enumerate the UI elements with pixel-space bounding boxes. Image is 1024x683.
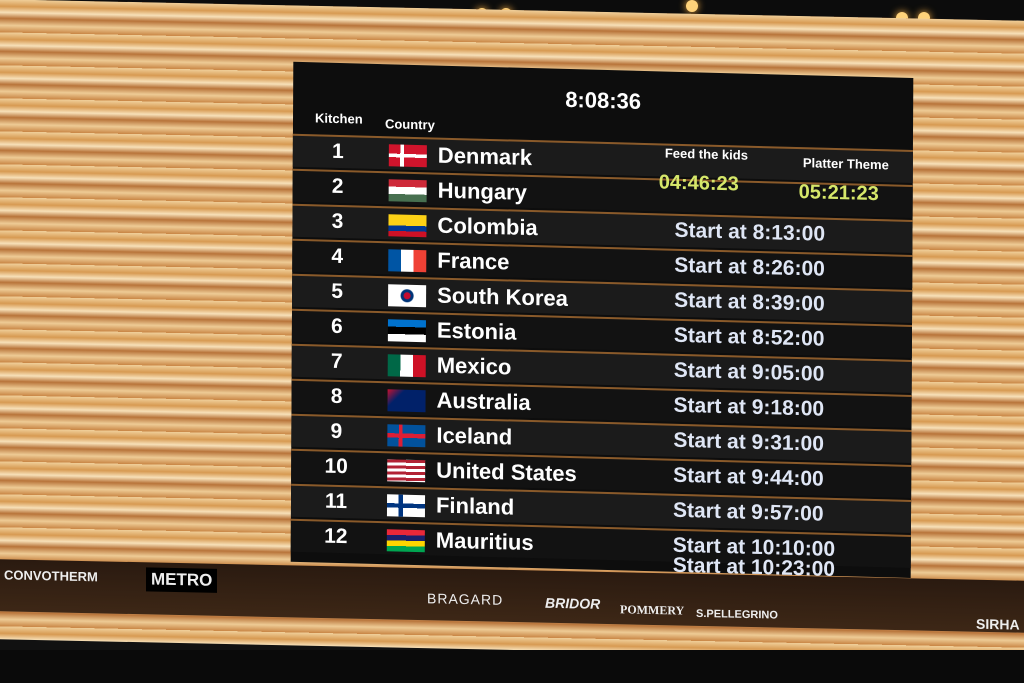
country-name: Mexico bbox=[436, 352, 512, 380]
country-name: United States bbox=[436, 457, 577, 487]
feed-the-kids-timer: 04:46:23 bbox=[658, 171, 739, 196]
country-name: Estonia bbox=[436, 317, 517, 345]
start-time: Start at 9:44:00 bbox=[673, 463, 824, 491]
start-time: Start at 9:57:00 bbox=[672, 498, 824, 526]
start-time: Start at 8:52:00 bbox=[673, 323, 825, 351]
sponsor-bridor: BRIDOR bbox=[545, 594, 601, 612]
kitchen-number: 11 bbox=[324, 489, 348, 514]
start-time: Start at 8:39:00 bbox=[674, 288, 825, 316]
kitchen-number: 6 bbox=[331, 314, 343, 339]
sponsor-s-pellegrino: S.PELLEGRINO bbox=[696, 607, 778, 622]
kitchen-number: 10 bbox=[324, 454, 348, 479]
kitchen-number: 8 bbox=[330, 384, 343, 409]
south-korea-flag-icon bbox=[388, 284, 427, 308]
kitchen-number: 9 bbox=[330, 419, 343, 444]
country-name: Finland bbox=[435, 492, 515, 520]
sponsor-convotherm: CONVOTHERM bbox=[4, 567, 98, 585]
country-name: Hungary bbox=[437, 177, 527, 205]
kitchen-number: 5 bbox=[331, 279, 344, 304]
header-kitchen: Kitchen bbox=[314, 110, 363, 127]
usa-flag-icon bbox=[387, 459, 426, 483]
country-name: France bbox=[437, 247, 510, 275]
france-flag-icon bbox=[388, 249, 427, 273]
kitchen-number: 4 bbox=[331, 244, 344, 269]
sponsor-metro: METRO bbox=[146, 567, 218, 593]
hungary-flag-icon bbox=[388, 179, 427, 203]
kitchen-number: 1 bbox=[331, 139, 344, 164]
floor bbox=[0, 650, 1024, 683]
header-country: Country bbox=[384, 116, 435, 133]
start-time: Start at 8:26:00 bbox=[674, 253, 825, 281]
country-name: Denmark bbox=[437, 142, 533, 171]
platter-theme-timer: 05:21:23 bbox=[798, 181, 879, 206]
australia-flag-icon bbox=[387, 389, 426, 413]
country-name: Mauritius bbox=[435, 527, 534, 556]
stage-light-icon bbox=[686, 0, 698, 12]
finland-flag-icon bbox=[386, 494, 426, 518]
start-time: Start at 9:31:00 bbox=[673, 428, 825, 456]
schedule-board: 8:08:36 Kitchen Country Feed the kids Pl… bbox=[290, 61, 914, 581]
start-time: Start at 9:18:00 bbox=[673, 393, 825, 421]
mauritius-flag-icon bbox=[386, 529, 425, 553]
start-time: Start at 8:13:00 bbox=[674, 218, 826, 246]
sponsor-bragard: BRAGARD bbox=[427, 590, 504, 608]
header-feed-the-kids: Feed the kids bbox=[664, 145, 748, 163]
kitchen-number: 2 bbox=[331, 174, 344, 199]
country-name: Australia bbox=[436, 387, 531, 416]
sponsor-sirha: SIRHA bbox=[976, 615, 1020, 633]
sponsor-pommery: POMMERY bbox=[620, 602, 685, 618]
country-name: Iceland bbox=[436, 422, 513, 450]
mexico-flag-icon bbox=[387, 354, 426, 378]
iceland-flag-icon bbox=[387, 424, 426, 448]
country-name: Colombia bbox=[437, 212, 538, 241]
country-name: South Korea bbox=[437, 282, 568, 311]
kitchen-number: 3 bbox=[331, 209, 344, 234]
kitchen-number: 12 bbox=[324, 524, 348, 549]
kitchen-number: 7 bbox=[330, 349, 343, 374]
colombia-flag-icon bbox=[388, 214, 427, 238]
start-time: Start at 9:05:00 bbox=[673, 358, 825, 386]
denmark-flag-icon bbox=[388, 144, 427, 168]
header-platter-theme: Platter Theme bbox=[802, 155, 889, 173]
estonia-flag-icon bbox=[387, 319, 426, 343]
